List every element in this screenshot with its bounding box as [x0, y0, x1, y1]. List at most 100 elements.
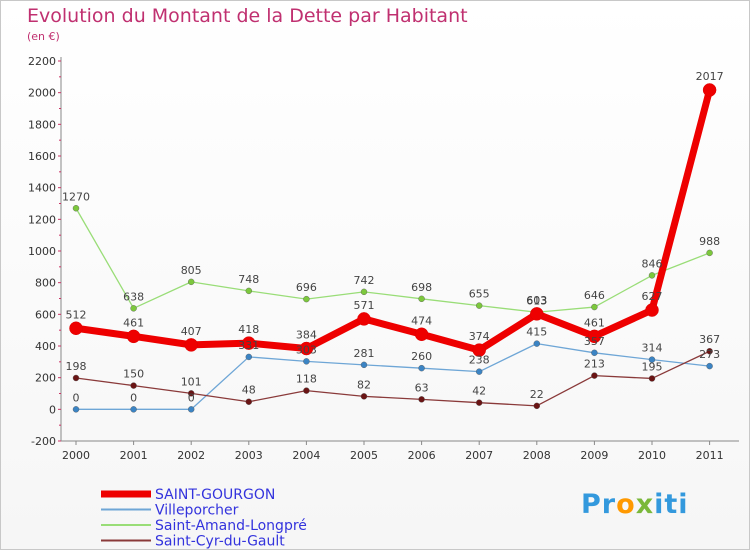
- data-point: [706, 348, 713, 355]
- data-point: [648, 356, 656, 363]
- data-point: [476, 368, 483, 375]
- data-point: [645, 303, 659, 317]
- data-point: [591, 372, 598, 379]
- data-point: [242, 336, 256, 350]
- data-label: 198: [66, 360, 87, 373]
- series-lines: [72, 86, 714, 410]
- data-point: [245, 287, 253, 295]
- data-label: 22: [530, 388, 544, 401]
- data-label: 331: [238, 339, 259, 352]
- data-label: 698: [411, 281, 432, 294]
- data-label: 407: [181, 325, 202, 338]
- data-label: 273: [699, 348, 720, 361]
- y-tick-label: 2000: [28, 87, 56, 100]
- data-point: [360, 393, 368, 400]
- data-point: [126, 329, 141, 344]
- data-point: [72, 374, 80, 382]
- data-label: 418: [238, 323, 259, 336]
- y-tick-label: 0: [49, 403, 56, 416]
- data-label: 415: [526, 326, 547, 339]
- data-label: 748: [238, 273, 259, 286]
- data-point: [245, 353, 253, 361]
- data-label: 101: [181, 375, 202, 388]
- data-label: 627: [642, 290, 663, 303]
- data-label: 384: [296, 329, 317, 342]
- data-label: 367: [699, 333, 720, 346]
- data-label: 0: [188, 391, 195, 404]
- data-point: [533, 402, 540, 410]
- data-label: 213: [584, 358, 605, 371]
- data-label: 118: [296, 373, 317, 386]
- legend-item-label: Saint-Amand-Longpré: [155, 518, 307, 534]
- data-point: [530, 307, 544, 321]
- y-tick-label: 200: [35, 372, 56, 385]
- data-point: [69, 321, 83, 336]
- y-tick-label: 1200: [28, 213, 56, 226]
- data-label: 1270: [62, 190, 90, 203]
- chart-title: Evolution du Montant de la Dette par Hab…: [27, 5, 468, 27]
- series-line-0: [72, 86, 714, 354]
- data-point: [414, 327, 429, 342]
- data-point: [357, 312, 371, 326]
- data-label: 2017: [696, 70, 724, 83]
- data-point: [591, 349, 598, 357]
- data-labels: 512 461 407 418 384 571 474 374 603 461 627 2017 0 0 0…: [62, 70, 724, 404]
- data-label: 613: [526, 294, 547, 307]
- y-tick-label: 800: [35, 277, 56, 290]
- y-tick-label: 1400: [28, 182, 56, 195]
- logo-letter: i: [678, 489, 689, 520]
- x-tick-label: 2009: [580, 449, 608, 462]
- legend: SAINT-GOURGONVilleporcherSaint-Amand-Lon…: [101, 487, 307, 549]
- y-tick-label: 600: [35, 308, 56, 321]
- data-point: [648, 375, 656, 382]
- y-tick-label: 1800: [28, 118, 56, 131]
- y-tick-label: -200: [31, 435, 56, 448]
- data-label: 512: [66, 308, 87, 321]
- data-point: [476, 399, 483, 406]
- data-label: 696: [296, 281, 317, 294]
- x-tick-label: 2001: [120, 449, 148, 462]
- chart-unit: (en €): [27, 30, 60, 43]
- data-label: 846: [642, 257, 663, 270]
- data-point: [533, 340, 540, 347]
- data-point: [303, 387, 310, 394]
- data-point: [360, 361, 368, 369]
- data-label: 474: [411, 314, 432, 327]
- legend-item-label: Villeporcher: [155, 503, 239, 519]
- data-point: [130, 305, 137, 312]
- data-label: 988: [699, 235, 720, 248]
- data-label: 655: [469, 288, 490, 301]
- y-tick-label: 400: [35, 340, 56, 353]
- axes: -200020040060080010001200140016001800200…: [28, 55, 739, 462]
- logo-letter: i: [654, 489, 665, 520]
- data-label: 805: [181, 264, 202, 277]
- legend-item-label: Saint-Cyr-du-Gault: [155, 534, 285, 550]
- data-label: 357: [584, 335, 605, 348]
- data-point: [418, 295, 425, 303]
- data-point: [303, 295, 310, 303]
- data-point: [245, 398, 253, 405]
- data-point: [130, 382, 137, 389]
- data-point: [130, 406, 137, 413]
- data-point: [476, 302, 483, 309]
- data-label: 82: [357, 378, 371, 391]
- data-label: 461: [123, 316, 144, 329]
- series-line-1: [75, 342, 711, 410]
- data-label: 150: [123, 368, 144, 381]
- data-label: 603: [526, 294, 547, 307]
- data-point: [299, 341, 314, 356]
- x-tick-label: 2006: [408, 449, 436, 462]
- logo-letter: t: [664, 489, 679, 520]
- data-point: [418, 364, 425, 372]
- series-points: [69, 83, 717, 413]
- data-label: 238: [469, 354, 490, 367]
- data-label: 461: [584, 316, 605, 329]
- proxiti-logo: Proxiti: [581, 489, 689, 520]
- data-point: [72, 205, 80, 212]
- logo-letter: P: [581, 489, 602, 520]
- data-label: 638: [123, 290, 144, 303]
- y-tick-label: 2200: [28, 55, 56, 68]
- x-tick-label: 2005: [350, 449, 378, 462]
- x-tick-label: 2010: [638, 449, 666, 462]
